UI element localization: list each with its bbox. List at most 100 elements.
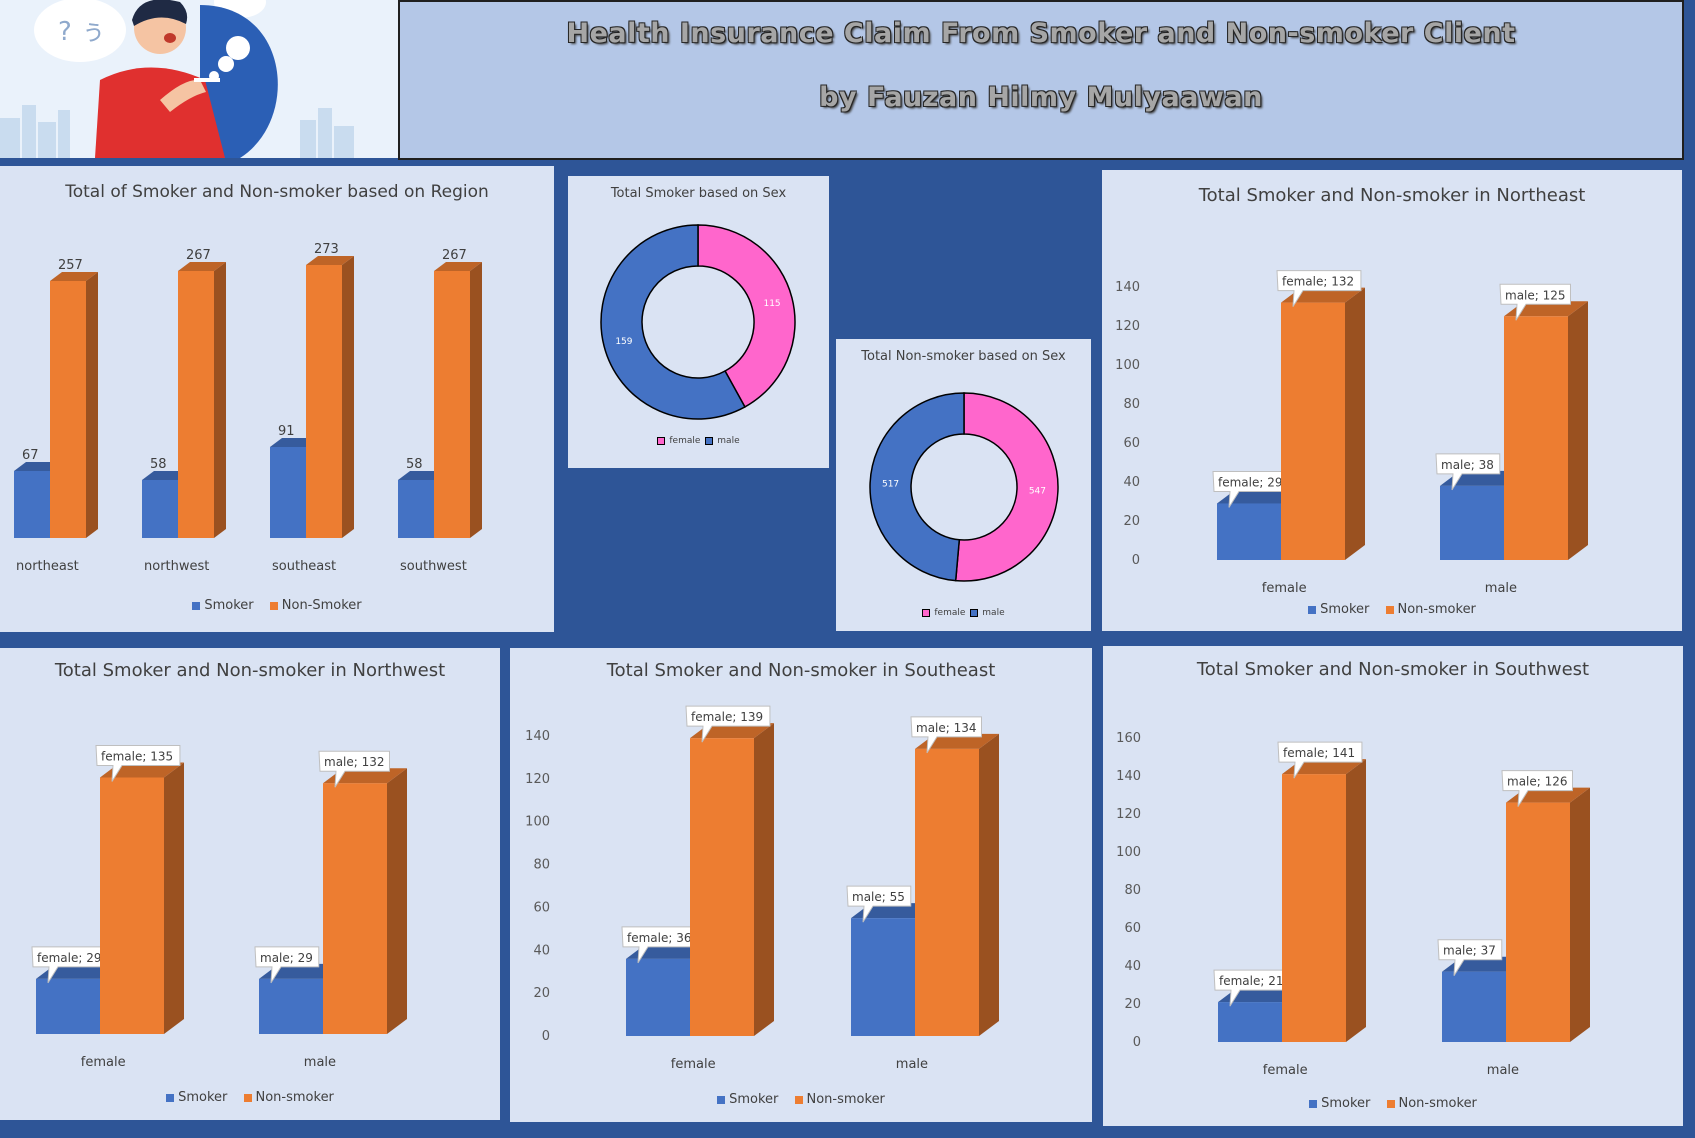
legend-swatch xyxy=(794,1095,803,1104)
legend-swatch xyxy=(243,1093,252,1102)
bar xyxy=(178,262,226,538)
data-label: male; 126 xyxy=(1501,770,1573,807)
legend-label: Smoker xyxy=(204,598,254,613)
data-label-box xyxy=(685,705,771,743)
legend-swatch xyxy=(705,436,714,445)
y-tick-label: 100 xyxy=(1115,358,1140,373)
bar-front xyxy=(626,958,690,1036)
data-label: male; 132 xyxy=(318,750,390,788)
chart-legend: Smoker Non-smoker xyxy=(1102,602,1682,617)
data-label-text: female; 21 xyxy=(1219,974,1284,988)
legend-smoker: Smoker xyxy=(166,1090,227,1105)
legend-swatch xyxy=(1308,605,1317,614)
legend-swatch xyxy=(269,601,278,610)
bar-front xyxy=(1504,316,1568,560)
chart-legend: female male xyxy=(568,436,829,446)
chart-title: Total of Smoker and Non-smoker based on … xyxy=(65,182,489,202)
bar xyxy=(690,723,774,1036)
legend-swatch xyxy=(717,1095,726,1104)
data-label: male; 134 xyxy=(910,716,982,754)
data-label: female; 36 xyxy=(621,926,700,964)
bar-side xyxy=(1570,787,1590,1042)
chart-legend: female male xyxy=(836,608,1091,618)
bar xyxy=(1281,287,1365,560)
legend-non-smoker: Non-Smoker xyxy=(269,598,362,613)
bar-front xyxy=(50,281,86,538)
data-label: male; 38 xyxy=(1435,453,1501,491)
bar-front xyxy=(398,480,434,538)
data-label-box xyxy=(910,716,982,754)
legend-label: male xyxy=(982,608,1005,618)
legend-swatch xyxy=(657,436,666,445)
legend-male: male xyxy=(705,436,740,446)
data-label: male; 37 xyxy=(1437,939,1503,976)
y-tick-label: 80 xyxy=(533,858,550,873)
bar xyxy=(306,256,354,538)
y-tick-label: 0 xyxy=(542,1029,550,1044)
legend-male: male xyxy=(970,608,1005,618)
data-label-text: male; 134 xyxy=(916,721,977,735)
chart-title: Total Smoker and Non-smoker in Northeast xyxy=(1198,185,1586,206)
data-label: female; 135 xyxy=(95,745,181,782)
data-label-box xyxy=(846,885,912,923)
bar-front xyxy=(1506,802,1570,1042)
y-tick-label: 140 xyxy=(1115,280,1140,295)
bar-side xyxy=(470,262,482,538)
southeast-chart-panel: Total Smoker and Non-smoker in Southeast… xyxy=(510,648,1092,1122)
bar-front xyxy=(1281,302,1345,560)
y-tick-label: 120 xyxy=(525,772,550,787)
data-label-box xyxy=(1276,270,1362,307)
bar-side xyxy=(164,762,184,1034)
legend-swatch xyxy=(1385,605,1394,614)
legend-non-smoker: Non-smoker xyxy=(1385,602,1476,617)
data-label-box xyxy=(254,946,320,984)
data-label-box xyxy=(318,750,390,788)
legend-smoker: Smoker xyxy=(192,598,254,613)
data-label-box xyxy=(1437,939,1503,976)
data-label: male; 55 xyxy=(846,885,912,923)
chart-legend: Smoker Non-smoker xyxy=(0,1090,500,1105)
bar-value-label: 273 xyxy=(314,242,339,257)
northwest-chart-panel: Total Smoker and Non-smoker in Northwest… xyxy=(0,648,500,1120)
bar-top xyxy=(434,262,482,271)
legend-non-smoker: Non-smoker xyxy=(1386,1096,1477,1111)
bar-value-label: 58 xyxy=(406,457,423,472)
bar xyxy=(1282,759,1366,1042)
bar-side xyxy=(754,723,774,1036)
bar xyxy=(100,762,184,1034)
bar-value-label: 257 xyxy=(58,258,83,273)
y-tick-label: 140 xyxy=(1116,769,1141,784)
legend-female: female xyxy=(922,608,965,618)
y-tick-label: 40 xyxy=(1123,475,1140,490)
donut-value-label: 547 xyxy=(1029,486,1046,496)
data-label-text: male; 38 xyxy=(1441,458,1494,472)
category-label: female xyxy=(81,1055,126,1070)
legend-label: Smoker xyxy=(1321,1096,1371,1111)
legend-swatch xyxy=(1386,1099,1395,1108)
bar-front xyxy=(434,271,470,538)
legend-female: female xyxy=(657,436,700,446)
bar-front xyxy=(1442,971,1506,1042)
northwest-bar-chart: female; 29 female; 135 female male; 29 male;… xyxy=(31,745,407,1070)
bar-top xyxy=(50,272,98,281)
bar-side xyxy=(342,256,354,538)
legend-smoker: Smoker xyxy=(1309,1096,1370,1111)
chart-title: Total Non-smoker based on Sex xyxy=(861,349,1066,364)
chart-legend: Smoker Non-Smoker xyxy=(0,598,554,613)
bar-front xyxy=(915,748,979,1036)
legend-non-smoker: Non-smoker xyxy=(243,1090,334,1105)
nonsmoker-sex-donut-chart: 547 517 xyxy=(869,392,1059,582)
category-label: male xyxy=(1487,1063,1519,1078)
category-label: male xyxy=(304,1055,336,1070)
y-tick-label: 120 xyxy=(1116,807,1141,822)
donut-value-label: 159 xyxy=(615,337,632,347)
donut-slice-male xyxy=(869,392,965,582)
legend-smoker: Smoker xyxy=(717,1092,778,1107)
bar-value-label: 58 xyxy=(150,457,167,472)
category-label: male xyxy=(1485,581,1517,596)
donut-slice-female xyxy=(954,392,1059,582)
legend-smoker: Smoker xyxy=(1308,602,1369,617)
y-tick-label: 40 xyxy=(533,943,550,958)
y-tick-label: 60 xyxy=(533,900,550,915)
legend-label: male xyxy=(717,436,740,446)
